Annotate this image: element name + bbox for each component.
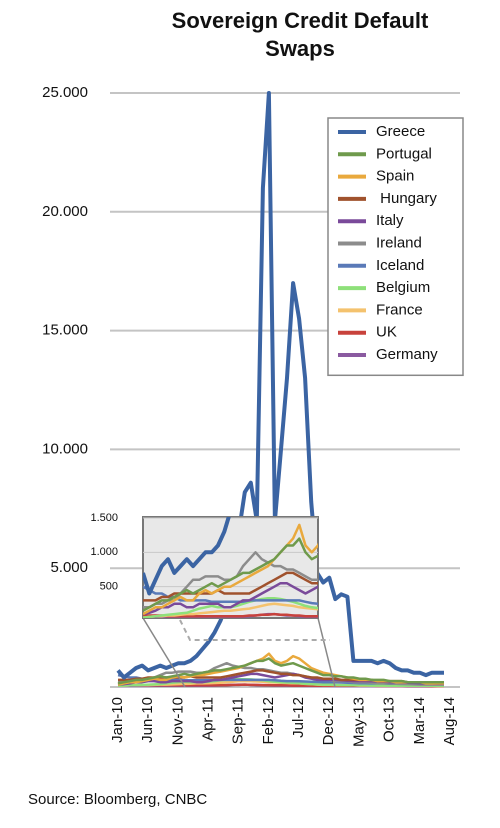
- y-tick-label: 20.000: [42, 203, 88, 220]
- y-tick-label: 5.000: [50, 559, 88, 576]
- inset-series-line: [143, 597, 318, 618]
- x-tick-label: Oct-13: [381, 697, 398, 742]
- x-tick-label: Jun-10: [139, 697, 156, 743]
- inset-series-line: [143, 537, 318, 612]
- y-tick-label: 25.000: [42, 84, 88, 101]
- inset-series-line: [143, 612, 318, 618]
- x-tick-label: Jul-12: [290, 697, 307, 738]
- legend-label: UK: [376, 324, 397, 341]
- inset-tick-label: 1.000: [90, 546, 118, 558]
- legend-label: Ireland: [376, 234, 422, 251]
- x-tick-label: Apr-11: [200, 697, 217, 741]
- legend-label: Belgium: [376, 279, 430, 296]
- chart-title: Sovereign Credit Default Swaps: [172, 8, 429, 61]
- inset-plot: [143, 517, 318, 618]
- x-tick-label: Mar-14: [411, 697, 428, 745]
- legend-label: Germany: [376, 346, 438, 363]
- inset-connector: [317, 617, 336, 688]
- legend-label: Italy: [376, 212, 404, 229]
- inset-series-line: [143, 517, 231, 596]
- legend-label: France: [376, 301, 423, 318]
- legend-label: Spain: [376, 168, 414, 185]
- zoom-region: [179, 619, 330, 641]
- inset-tick-label: 500: [100, 581, 118, 593]
- series-line: [117, 657, 444, 685]
- inset-series-line: [143, 523, 318, 616]
- series-line: [117, 677, 444, 688]
- x-tick-label: Sep-11: [230, 697, 247, 744]
- inset-tick-label: 1.500: [90, 512, 118, 524]
- source-note: Source: Bloomberg, CNBC: [28, 791, 207, 808]
- x-tick-label: Jan-10: [109, 697, 126, 743]
- inset-series-line: [143, 602, 318, 618]
- legend-label: Iceland: [376, 257, 424, 274]
- x-tick-label: Feb-12: [260, 697, 277, 745]
- inset-connector: [142, 617, 186, 688]
- legend-label: Hungary: [376, 190, 437, 207]
- y-tick-label: 15.000: [42, 322, 88, 339]
- x-tick-label: Aug-14: [441, 697, 458, 745]
- legend-label: Greece: [376, 123, 425, 140]
- y-tick-label: 10.000: [42, 440, 88, 457]
- x-tick-label: Nov-10: [169, 697, 186, 745]
- inset-series-line: [143, 581, 318, 616]
- legend-label: Portugal: [376, 145, 432, 162]
- inset-series-line: [143, 551, 318, 609]
- x-tick-label: May-13: [350, 697, 367, 747]
- inset-series-line: [143, 585, 318, 606]
- x-tick-label: Dec-12: [320, 697, 337, 745]
